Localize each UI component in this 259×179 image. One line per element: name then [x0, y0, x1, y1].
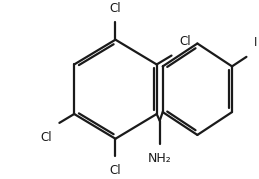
Text: Cl: Cl	[110, 2, 121, 15]
Text: Cl: Cl	[40, 130, 52, 144]
Text: I: I	[254, 36, 257, 49]
Text: Cl: Cl	[110, 164, 121, 177]
Text: NH₂: NH₂	[148, 152, 171, 165]
Text: Cl: Cl	[179, 35, 191, 48]
